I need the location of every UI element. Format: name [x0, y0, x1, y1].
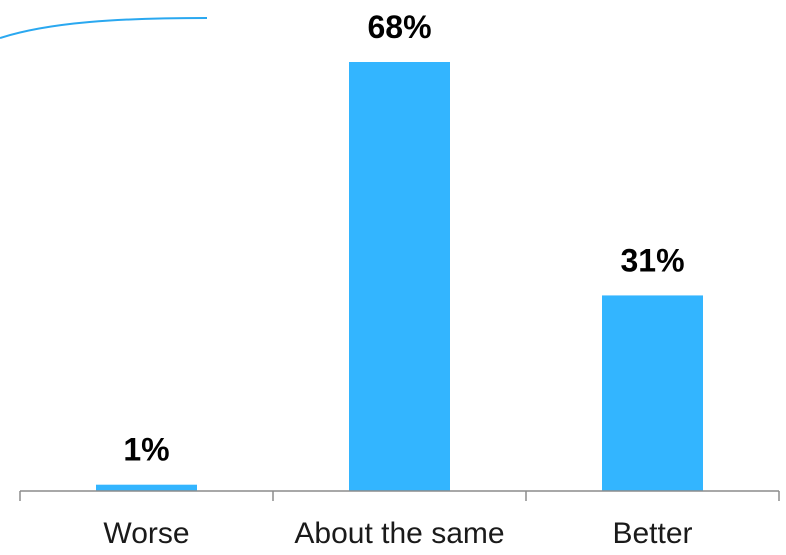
bar-worse — [96, 484, 197, 491]
value-label: 1% — [123, 432, 169, 468]
decorative-curve — [0, 17, 208, 39]
bar-about-the-same — [349, 62, 450, 491]
category-label: About the same — [294, 517, 504, 550]
category-labels-group: Worse About the same Better — [103, 517, 692, 550]
category-label: Better — [612, 517, 692, 550]
value-labels-group: 1% 68% 31% — [123, 9, 684, 468]
category-label: Worse — [103, 517, 189, 550]
bar-better — [602, 295, 703, 491]
x-axis — [19, 490, 780, 501]
value-label: 31% — [620, 242, 684, 278]
bars-group — [96, 62, 703, 491]
value-label: 68% — [367, 9, 431, 45]
